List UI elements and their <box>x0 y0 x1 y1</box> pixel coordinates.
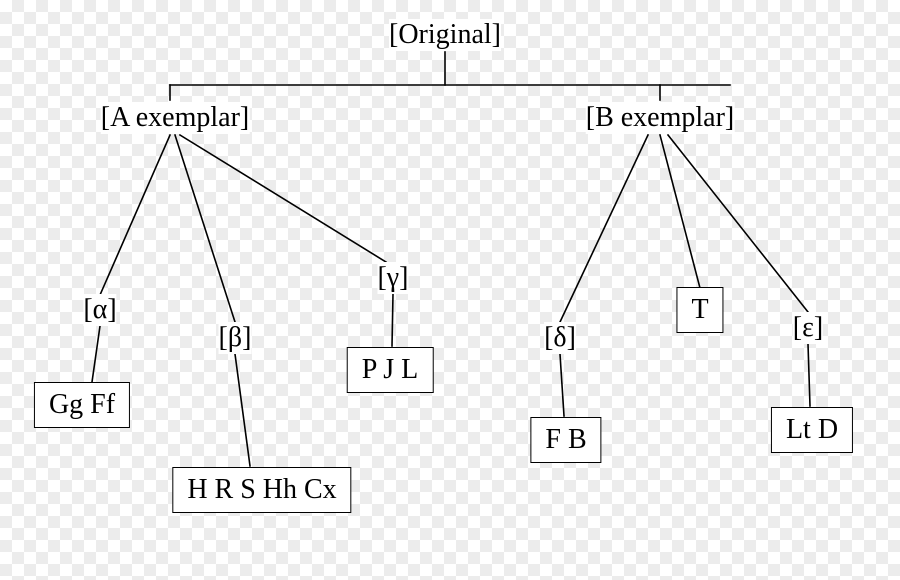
node-b-exemplar: [B exemplar] <box>586 102 735 134</box>
leaf-f-b: F B <box>530 417 601 463</box>
node-delta: [δ] <box>544 322 576 354</box>
node-original: [Original] <box>389 19 501 51</box>
node-epsilon: [ε] <box>793 312 823 344</box>
node-a-exemplar: [A exemplar] <box>101 102 250 134</box>
leaf-lt-d: Lt D <box>771 407 853 453</box>
stemma-lines <box>0 0 900 580</box>
node-beta: [β] <box>219 322 252 354</box>
leaf-p-j-l: P J L <box>347 347 434 393</box>
leaf-t: T <box>676 287 723 333</box>
node-gamma: [γ] <box>377 262 408 294</box>
leaf-gg-ff: Gg Ff <box>34 382 130 428</box>
node-alpha: [α] <box>83 294 116 326</box>
leaf-h-r-s-hh-cx: H R S Hh Cx <box>172 467 351 513</box>
